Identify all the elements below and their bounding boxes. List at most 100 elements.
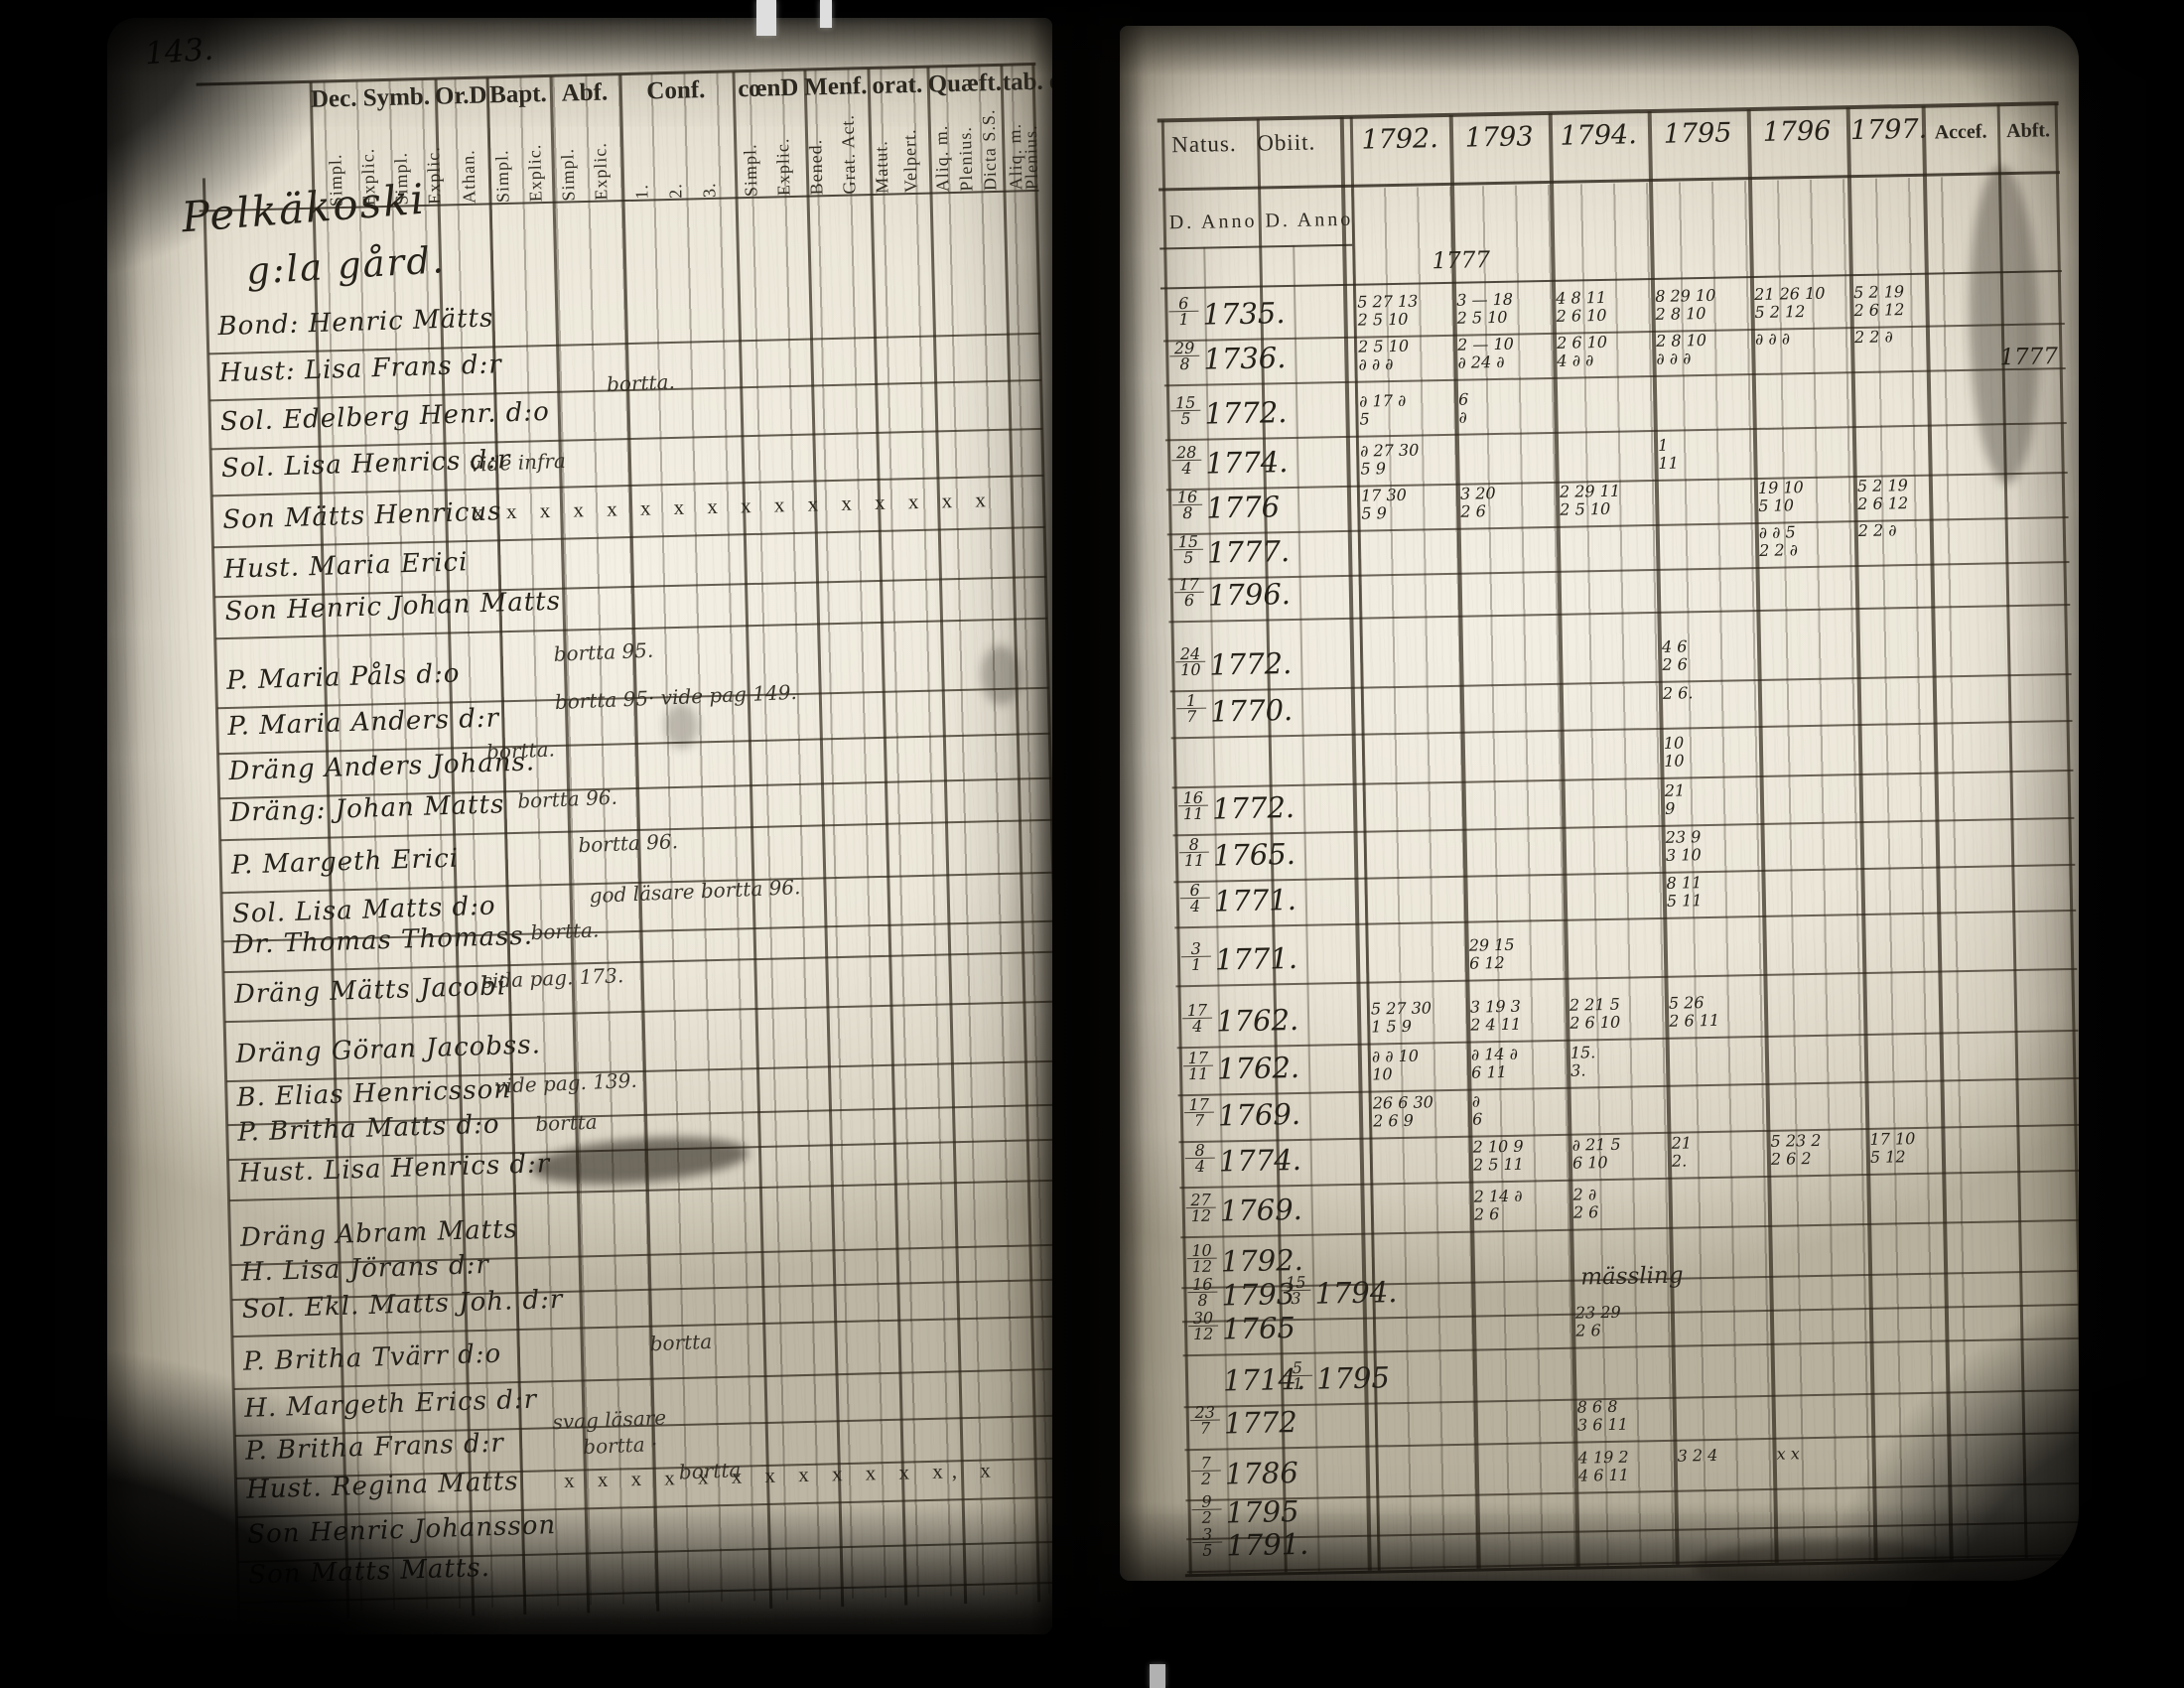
obiit-date (1269, 644, 1298, 645)
column-subheader: Explic. (423, 146, 445, 206)
marks-1796 (1768, 991, 1863, 993)
marks-1793 (1464, 687, 1560, 689)
natus-year: 1765. (1212, 836, 1297, 873)
marks-1795: 4 6 2 6 (1661, 636, 1688, 675)
page-number: 143. (143, 31, 215, 72)
marks-1796 (1774, 1299, 1869, 1301)
marks-1796 (1757, 433, 1852, 435)
marks-1796: 5 23 2 2 6 2 (1770, 1130, 1822, 1170)
natus-date: 27 12 (1185, 1191, 1216, 1225)
obiit-date (1271, 741, 1300, 742)
obiit-date (1285, 1454, 1314, 1455)
marks-1792 (1373, 1139, 1468, 1141)
member-name: Dräng Göran Jacobss. (234, 1030, 542, 1069)
natus-year: 1774. (1218, 1142, 1302, 1179)
natus-year: 1769. (1217, 1096, 1301, 1133)
column-subheader: Simpl. (557, 147, 579, 202)
marks-1796: ∂ ∂ ∂ (1754, 329, 1791, 349)
obiit-date (1278, 1141, 1307, 1142)
marks-1792: 2 5 10 ∂ ∂ ∂ (1357, 336, 1410, 375)
margin-note: bortta. (530, 917, 600, 945)
marks-1795: 1 11 (1657, 435, 1679, 474)
marks-1795: 10 10 (1663, 733, 1685, 772)
marks-1796 (1773, 1265, 1868, 1267)
marks-1792 (1377, 1307, 1472, 1309)
marks-1794 (1563, 638, 1658, 640)
column-subheader: Simpl. (491, 149, 513, 204)
marks-1797 (1863, 823, 1959, 825)
margin-note: bortta (678, 1458, 742, 1484)
column-subheader: 2. (665, 183, 686, 200)
natus-year: 1762. (1216, 1050, 1300, 1086)
margin-note: svag läsare (552, 1405, 667, 1435)
marks-1795 (1657, 385, 1752, 387)
film-clip-mark (1150, 1664, 1165, 1688)
obiit-date (1268, 575, 1297, 576)
natus-date: 15 5 (1172, 532, 1204, 567)
marks-1797: 2 2 ∂ (1857, 520, 1897, 541)
attendance-x-marks (493, 1328, 1052, 1342)
marks-1795: 2 6. (1662, 683, 1694, 703)
marks-1795: 5 26 2 6 11 (1668, 993, 1720, 1032)
marks-1797 (1876, 1480, 1972, 1482)
margin-note: mässling (1579, 1262, 1684, 1291)
marks-1796 (1778, 1515, 1873, 1517)
member-name: Hust. Regina Matts (245, 1467, 520, 1505)
marks-1797 (1875, 1442, 1971, 1444)
marks-1797 (1874, 1391, 1970, 1393)
attendance-x-marks: x x x x x x x x x x x x x x x x (472, 488, 996, 524)
marks-1792 (1370, 937, 1465, 939)
marks-1794 (1561, 526, 1656, 528)
marks-1792 (1362, 530, 1457, 532)
member-name: Son Henric Johansson (246, 1510, 557, 1550)
marks-1793: 29 15 6 12 (1468, 934, 1515, 974)
marks-1794: 4 19 2 4 6 11 (1577, 1447, 1630, 1486)
margin-note: bortta (649, 1329, 713, 1356)
marks-1795 (1675, 1301, 1770, 1303)
attendance-x-marks: x x x x x x x x x x x x, x (563, 1458, 1000, 1492)
natus-date: 23 7 (1189, 1403, 1221, 1438)
marks-1793: 2 10 9 2 5 11 (1472, 1136, 1525, 1175)
marks-1793 (1476, 1305, 1571, 1307)
marks-1793 (1477, 1356, 1572, 1358)
natus-date: 29 8 (1168, 339, 1200, 373)
column-subheader: Athan. (458, 149, 479, 205)
natus-year: 1735. (1202, 296, 1286, 332)
marks-1793: 2 14 ∂ 2 6 (1473, 1186, 1523, 1224)
year-header: 1795 (1663, 117, 1732, 150)
marks-1792: ∂ 27 30 5 9 (1359, 440, 1420, 480)
member-name: P. Maria Påls d:o (225, 658, 461, 696)
natus-year: 1736. (1203, 341, 1287, 376)
left-notes: bortta. vide infra bortta 95. bortta 95· vi… (107, 18, 1036, 1483)
marks-1796 (1765, 871, 1860, 873)
status-column-header: Abft. (2005, 119, 2051, 143)
marks-1796 (1770, 1085, 1865, 1087)
obiit-date (1286, 1525, 1315, 1526)
marks-1796: 21 26 10 5 2 12 (1754, 283, 1826, 323)
marks-1797 (1855, 381, 1951, 383)
marks-1797 (1856, 431, 1952, 433)
natus-date: 8 11 (1178, 835, 1210, 870)
marks-1797 (1864, 869, 1960, 871)
obiit-date (1278, 1095, 1307, 1096)
marks-1797: 17 10 5 12 (1869, 1129, 1916, 1168)
obiit-date (1267, 532, 1297, 533)
margin-note: bortta · (582, 1432, 658, 1460)
marks-1795 (1674, 1267, 1769, 1269)
column-subheader: Explic. (524, 143, 546, 203)
marks-1792: ∂ ∂ 10 10 (1371, 1046, 1420, 1084)
marks-1792 (1379, 1401, 1474, 1403)
marks-1793 (1467, 831, 1563, 833)
marks-1792: ∂ 17 ∂ 5 (1359, 390, 1407, 430)
natus-year: 1769. (1219, 1192, 1303, 1228)
obiit-date (1276, 1001, 1305, 1002)
marks-1795 (1671, 1087, 1766, 1089)
marks-1794 (1559, 437, 1654, 439)
obiit-date (1262, 294, 1292, 295)
margin-note: bortta 96. (516, 784, 618, 813)
obiit-date (1266, 488, 1296, 489)
marks-1794: 15. 3. (1570, 1043, 1596, 1081)
